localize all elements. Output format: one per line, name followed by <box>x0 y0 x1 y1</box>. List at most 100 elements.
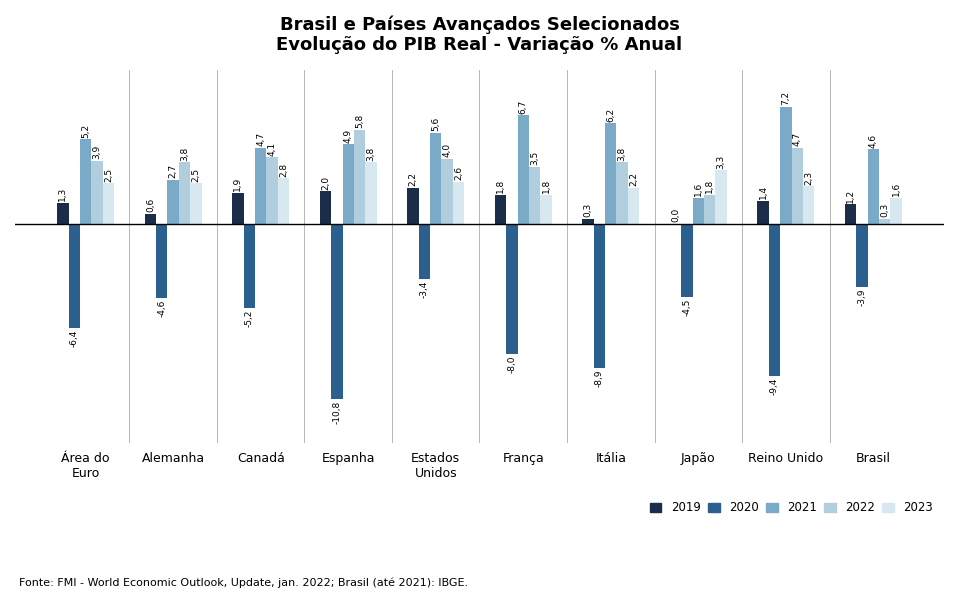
Bar <box>692 198 704 224</box>
Bar <box>856 224 868 287</box>
Bar <box>441 159 453 224</box>
Text: 1,8: 1,8 <box>496 179 505 193</box>
Title: Brasil e Países Avançados Selecionados
Evolução do PIB Real - Variação % Anual: Brasil e Países Avançados Selecionados E… <box>276 15 683 54</box>
Text: 6,7: 6,7 <box>519 99 527 113</box>
Text: 4,6: 4,6 <box>869 134 877 147</box>
Bar <box>506 224 518 353</box>
Bar <box>430 133 441 224</box>
Text: -4,5: -4,5 <box>683 298 691 316</box>
Text: 4,7: 4,7 <box>256 132 266 146</box>
Bar <box>419 224 430 279</box>
Bar <box>103 184 114 224</box>
Bar <box>69 224 80 327</box>
Text: -8,9: -8,9 <box>595 369 604 387</box>
Text: 2,5: 2,5 <box>192 168 200 182</box>
Bar <box>890 198 901 224</box>
Text: 2,8: 2,8 <box>279 163 288 177</box>
Text: 3,5: 3,5 <box>530 151 539 165</box>
Bar <box>868 149 879 224</box>
Bar <box>453 182 464 224</box>
Bar <box>354 129 365 224</box>
Text: -9,4: -9,4 <box>770 378 779 395</box>
Bar <box>582 219 594 224</box>
Text: 1,2: 1,2 <box>846 188 855 203</box>
Bar <box>179 162 190 224</box>
Bar <box>769 224 780 376</box>
Text: 4,0: 4,0 <box>443 143 452 157</box>
Bar <box>365 162 377 224</box>
Text: 1,4: 1,4 <box>759 185 767 200</box>
Bar <box>628 188 640 224</box>
Text: 2,0: 2,0 <box>321 176 330 189</box>
Bar <box>232 193 244 224</box>
Text: -3,4: -3,4 <box>420 280 429 298</box>
Bar <box>244 224 255 308</box>
Text: 4,1: 4,1 <box>268 141 276 156</box>
Bar <box>145 214 156 224</box>
Text: 5,2: 5,2 <box>82 124 90 138</box>
Text: -5,2: -5,2 <box>245 309 254 327</box>
Text: 1,9: 1,9 <box>233 177 243 191</box>
Bar <box>495 195 506 224</box>
Bar <box>605 124 617 224</box>
Text: 3,8: 3,8 <box>180 146 189 160</box>
Text: Fonte: FMI - World Economic Outlook, Update, jan. 2022; Brasil (até 2021): IBGE.: Fonte: FMI - World Economic Outlook, Upd… <box>19 577 468 588</box>
Legend: 2019, 2020, 2021, 2022, 2023: 2019, 2020, 2021, 2022, 2023 <box>645 497 938 519</box>
Bar <box>704 195 715 224</box>
Bar <box>518 115 529 224</box>
Bar <box>540 195 551 224</box>
Text: 3,8: 3,8 <box>618 146 626 160</box>
Bar <box>278 178 290 224</box>
Bar <box>255 147 267 224</box>
Text: -3,9: -3,9 <box>857 289 866 306</box>
Bar <box>715 170 727 224</box>
Text: 3,3: 3,3 <box>716 154 726 169</box>
Text: 2,2: 2,2 <box>629 172 638 187</box>
Text: 1,3: 1,3 <box>58 187 67 201</box>
Text: 6,2: 6,2 <box>606 108 616 122</box>
Text: 0,6: 0,6 <box>146 198 155 213</box>
Text: 0,0: 0,0 <box>671 208 680 222</box>
Bar <box>58 203 69 224</box>
Text: 1,8: 1,8 <box>705 179 714 193</box>
Bar <box>529 167 540 224</box>
Bar <box>780 107 791 224</box>
Text: 2,2: 2,2 <box>409 172 417 187</box>
Bar <box>156 224 168 298</box>
Bar <box>91 160 103 224</box>
Bar <box>408 188 419 224</box>
Text: 0,3: 0,3 <box>880 203 889 217</box>
Bar <box>879 219 890 224</box>
Bar <box>845 204 856 224</box>
Text: 2,3: 2,3 <box>804 170 813 185</box>
Text: 2,5: 2,5 <box>104 168 113 182</box>
Bar <box>190 184 201 224</box>
Text: 4,7: 4,7 <box>793 132 802 146</box>
Text: 3,9: 3,9 <box>93 145 102 159</box>
Bar <box>319 191 331 224</box>
Text: 4,9: 4,9 <box>343 128 353 143</box>
Bar <box>168 180 179 224</box>
Text: 2,6: 2,6 <box>454 166 463 180</box>
Text: -4,6: -4,6 <box>157 300 166 317</box>
Bar <box>342 144 354 224</box>
Text: 0,3: 0,3 <box>583 203 593 217</box>
Bar <box>331 224 342 399</box>
Text: 5,8: 5,8 <box>355 114 364 128</box>
Bar <box>803 187 814 224</box>
Text: 3,8: 3,8 <box>366 146 376 160</box>
Bar <box>617 162 628 224</box>
Text: 7,2: 7,2 <box>782 91 790 105</box>
Bar <box>681 224 692 297</box>
Bar <box>594 224 605 368</box>
Text: -10,8: -10,8 <box>333 400 341 424</box>
Text: -6,4: -6,4 <box>70 329 79 346</box>
Bar <box>267 157 278 224</box>
Text: 5,6: 5,6 <box>432 117 440 131</box>
Text: 1,6: 1,6 <box>892 182 901 196</box>
Bar <box>80 140 91 224</box>
Text: -8,0: -8,0 <box>507 355 516 372</box>
Text: 1,6: 1,6 <box>693 182 703 196</box>
Bar <box>791 147 803 224</box>
Bar <box>758 201 769 224</box>
